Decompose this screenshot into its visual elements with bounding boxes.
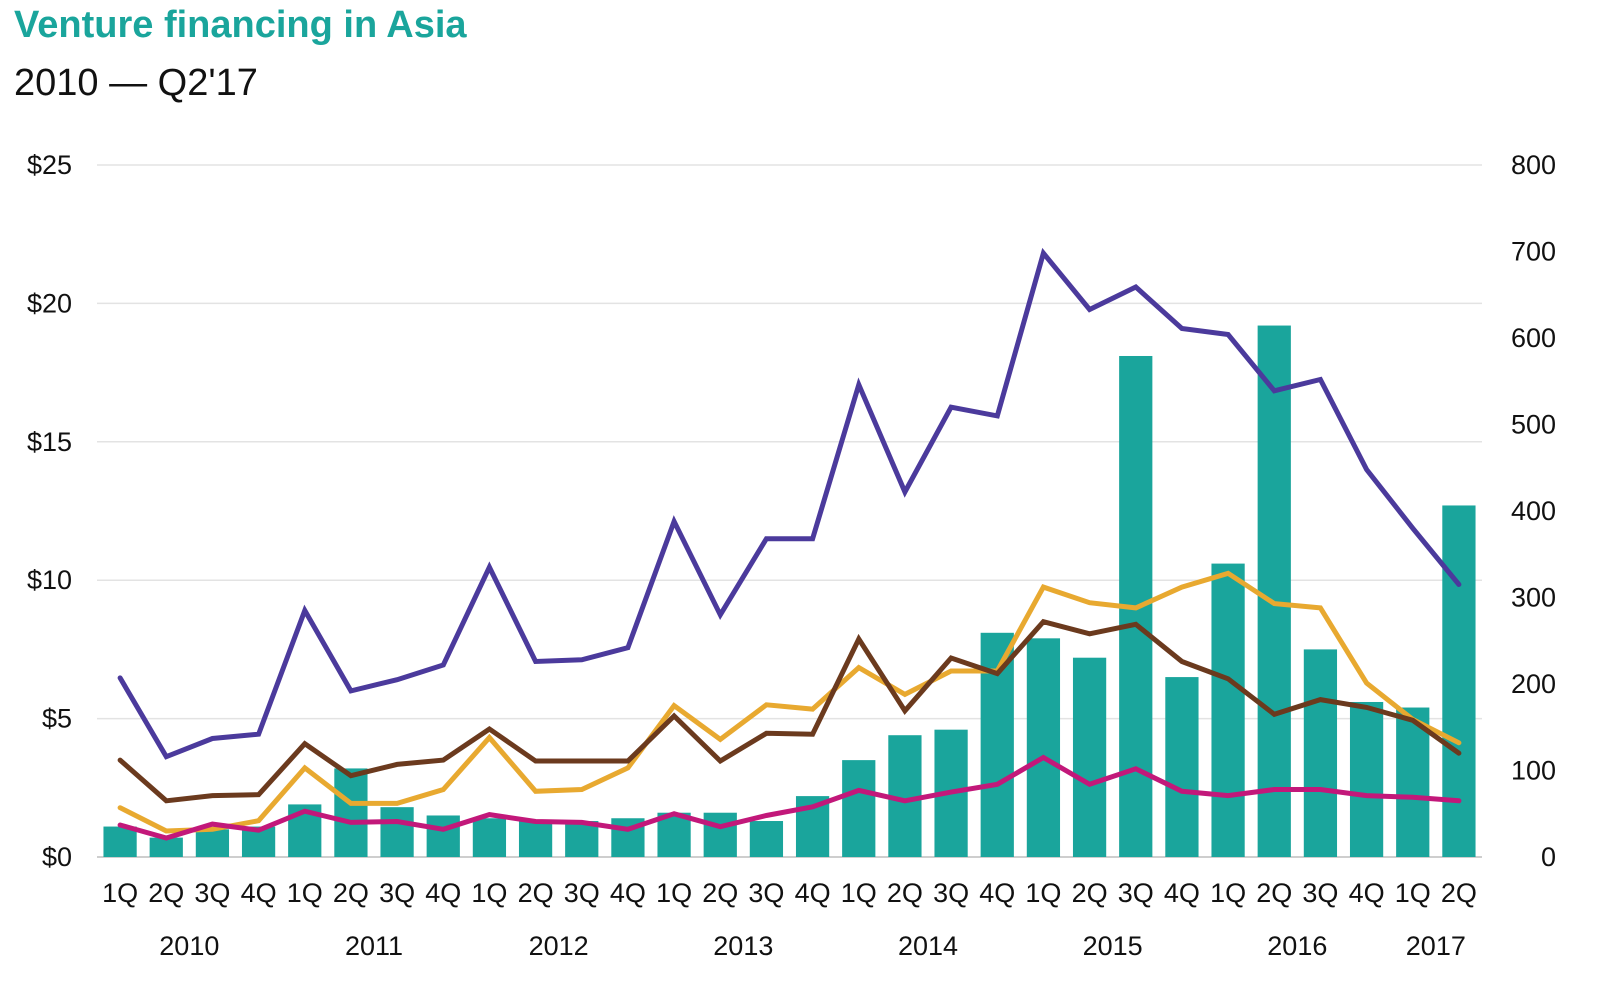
y2-tick-label: 500 [1511,410,1556,440]
x-tick-label: 1Q [656,878,692,908]
year-label: 2013 [713,931,773,961]
bar [1442,505,1476,857]
y-tick-label: $25 [27,150,72,180]
year-label: 2015 [1083,931,1143,961]
y-axis-right: 0 100 200 300 400 500 600 700 800 [1511,150,1556,872]
x-tick-label: 3Q [748,878,784,908]
x-tick-label: 4Q [795,878,831,908]
bar [565,821,599,857]
x-tick-label: 3Q [379,878,415,908]
bar [1257,325,1291,857]
bar [1026,638,1061,857]
bar [1396,707,1430,857]
bar [1072,657,1107,857]
x-tick-label: 1Q [1210,878,1246,908]
bar [518,821,553,857]
y-tick-label: $0 [42,842,72,872]
x-tick-label: 2Q [518,878,554,908]
x-tick-label: 2Q [148,878,184,908]
x-tick-label: 3Q [194,878,230,908]
x-tick-label: 4Q [1164,878,1200,908]
series-line [117,618,1462,804]
year-label: 2016 [1267,931,1327,961]
series-line [117,570,1462,834]
bar-series [103,325,1476,857]
x-tick-label: 1Q [471,878,507,908]
x-tick-label: 1Q [102,878,138,908]
x-tick-label: 3Q [564,878,600,908]
y2-tick-label: 0 [1541,842,1556,872]
bar [103,826,137,857]
bar [195,829,230,857]
x-tick-label: 4Q [425,878,461,908]
bar [426,815,460,857]
x-tick-label: 3Q [933,878,969,908]
bar [1303,649,1338,857]
year-axis: 2010 2011 2012 2013 2014 2015 2016 2017 [159,931,1466,961]
x-tick-label: 4Q [979,878,1015,908]
x-tick-label: 1Q [841,878,877,908]
y-tick-label: $5 [42,704,72,734]
y2-tick-label: 600 [1511,323,1556,353]
bar [1165,677,1199,857]
bar [1349,701,1384,857]
y2-tick-label: 300 [1511,583,1556,613]
line-series-group [117,247,1462,841]
bar [334,768,368,857]
y2-tick-label: 700 [1511,237,1556,267]
bar [749,821,784,857]
x-tick-label: 2Q [1441,878,1477,908]
chart-subtitle: 2010 — Q2'17 [14,62,258,104]
x-tick-label: 2Q [1256,878,1292,908]
bar [149,837,183,857]
y-tick-label: $15 [27,427,72,457]
bar [472,818,507,857]
year-label: 2010 [159,931,219,961]
x-tick-label: 4Q [610,878,646,908]
year-label: 2014 [898,931,958,961]
x-tick-label: 2Q [1072,878,1108,908]
year-label: 2017 [1406,931,1466,961]
bar [842,760,876,857]
y2-tick-label: 400 [1511,496,1556,526]
x-tick-label: 4Q [241,878,277,908]
chart-title: Venture financing in Asia [14,4,467,46]
x-tick-label: 4Q [1349,878,1385,908]
x-tick-label: 1Q [1025,878,1061,908]
bar [380,807,414,857]
x-tick-label: 2Q [333,878,369,908]
x-axis: 1Q 2Q 3Q 4Q 1Q 2Q 3Q 4Q 1Q 2Q 3Q 4Q 1Q 2Q 3Q 4Q 1Q 2Q 3Q 4Q… [102,878,1477,908]
gridlines [97,164,1482,858]
bar [1211,563,1245,857]
y2-tick-label: 100 [1511,756,1556,786]
year-label: 2012 [529,931,589,961]
x-tick-label: 2Q [887,878,923,908]
x-tick-label: 1Q [1395,878,1431,908]
x-tick-label: 2Q [702,878,738,908]
y2-tick-label: 800 [1511,150,1556,180]
x-tick-label: 3Q [1118,878,1154,908]
y-axis-left: $0 $5 $10 $15 $20 $25 [27,150,72,872]
y-tick-label: $10 [27,565,72,595]
year-label: 2011 [345,931,403,961]
x-tick-label: 1Q [287,878,323,908]
series-line [117,754,1462,841]
x-tick-label: 3Q [1302,878,1338,908]
y2-tick-label: 200 [1511,669,1556,699]
y-tick-label: $20 [27,288,72,318]
series-line [117,247,1462,760]
bar [703,812,737,857]
